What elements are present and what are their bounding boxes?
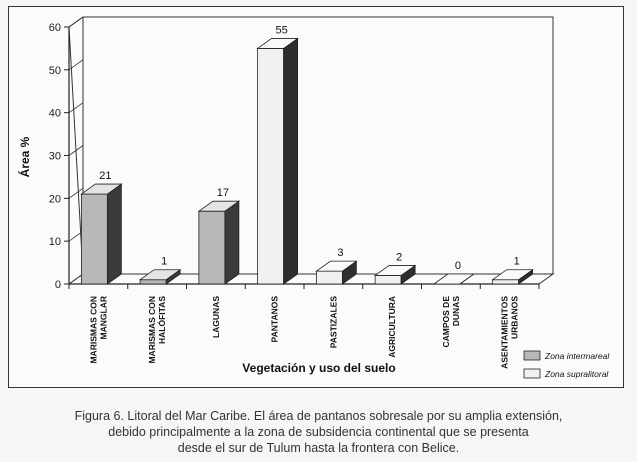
y-tick-depth-6 xyxy=(68,16,84,28)
back-wall xyxy=(68,16,554,275)
bar-front-7 xyxy=(492,279,520,285)
x-category-label-6-0: CAMPOS DE xyxy=(441,296,451,348)
y-tick-depth-3 xyxy=(68,145,84,156)
y-tick-label-0: 0 xyxy=(55,279,61,291)
y-tick-depth-4 xyxy=(68,102,84,113)
bar-front-3 xyxy=(257,48,285,285)
legend-swatch-0 xyxy=(523,350,541,361)
bar-top-5 xyxy=(373,265,417,276)
bar-top-1 xyxy=(138,269,182,281)
caption-line-3: desde el sur de Tulum hasta la frontera … xyxy=(177,441,460,455)
x-category-label-2-0: LAGUNAS xyxy=(211,296,221,338)
y-tick-label-6: 60 xyxy=(49,22,61,34)
legend-label-0: Zona intermareal xyxy=(544,351,610,361)
x-category-label-3-0: PANTANOS xyxy=(270,296,280,343)
bar-top-3 xyxy=(256,38,299,49)
bar-side-3 xyxy=(283,37,299,285)
y-tick-depth-0 xyxy=(68,273,84,285)
y-tick-label-2: 20 xyxy=(49,193,61,205)
caption-line-2: debido principalmente a la zona de subsi… xyxy=(108,425,529,439)
bar-value-label-7: 1 xyxy=(514,256,520,268)
x-axis-title: Vegetación y uso del suelo xyxy=(242,361,395,375)
bar-top-6 xyxy=(432,273,476,285)
bar-top-2 xyxy=(197,200,241,212)
bar-value-label-3: 55 xyxy=(276,24,288,36)
x-category-label-6-1: DUNAS xyxy=(451,296,461,327)
bar-value-label-1: 1 xyxy=(161,256,167,268)
bar-value-label-4: 3 xyxy=(337,247,343,259)
legend-label-1: Zona supralitoral xyxy=(544,369,609,379)
figure-caption: Figura 6. Litoral del Mar Caribe. El áre… xyxy=(0,408,637,456)
x-category-label-0-0: MARISMAS CON xyxy=(88,296,98,364)
bar-side-0 xyxy=(106,183,122,285)
bar-side-2 xyxy=(224,200,240,285)
bar-value-label-0: 21 xyxy=(99,170,111,182)
y-tick-label-5: 50 xyxy=(49,65,61,77)
bar-value-label-6: 0 xyxy=(455,260,461,272)
bar-top-4 xyxy=(315,260,358,272)
legend-swatch-1 xyxy=(523,368,541,379)
x-category-label-4-0: PASTIZALES xyxy=(328,296,338,349)
y-tick-label-1: 10 xyxy=(49,236,61,248)
bar-front-0 xyxy=(80,193,108,285)
x-category-label-0-1: MANGLAR xyxy=(98,296,108,339)
x-category-label-1-0: MARISMAS CON xyxy=(147,296,157,364)
caption-line-1: Figura 6. Litoral del Mar Caribe. El áre… xyxy=(74,409,563,423)
bar-value-label-2: 17 xyxy=(217,187,229,199)
y-tick-label-4: 40 xyxy=(49,108,61,120)
x-category-label-5-0: AGRICULTURA xyxy=(387,296,397,358)
y-tick-depth-5 xyxy=(68,59,84,71)
bar-front-2 xyxy=(198,210,226,285)
y-tick-label-3: 30 xyxy=(49,151,61,163)
y-tick-depth-1 xyxy=(68,230,84,242)
x-category-label-7-0: ASENTAMIENTOS xyxy=(500,296,510,369)
y-tick-depth-2 xyxy=(68,188,84,199)
x-category-label-1-1: HALÓFITAS xyxy=(156,296,167,344)
chart-frame: 0 10 20 30 40 50 60 21 MARISMAS CON MANGLAR 1 MARIS… xyxy=(8,6,624,388)
bar-top-0 xyxy=(80,183,123,195)
bar-front-4 xyxy=(315,270,343,285)
y-axis-title: Área % xyxy=(17,136,32,177)
bar-front-5 xyxy=(374,275,402,285)
bar-front-1 xyxy=(139,279,167,285)
bar-value-label-5: 2 xyxy=(396,251,402,263)
x-category-label-7-1: URBANOS xyxy=(510,296,520,339)
bar-top-7 xyxy=(491,269,534,281)
